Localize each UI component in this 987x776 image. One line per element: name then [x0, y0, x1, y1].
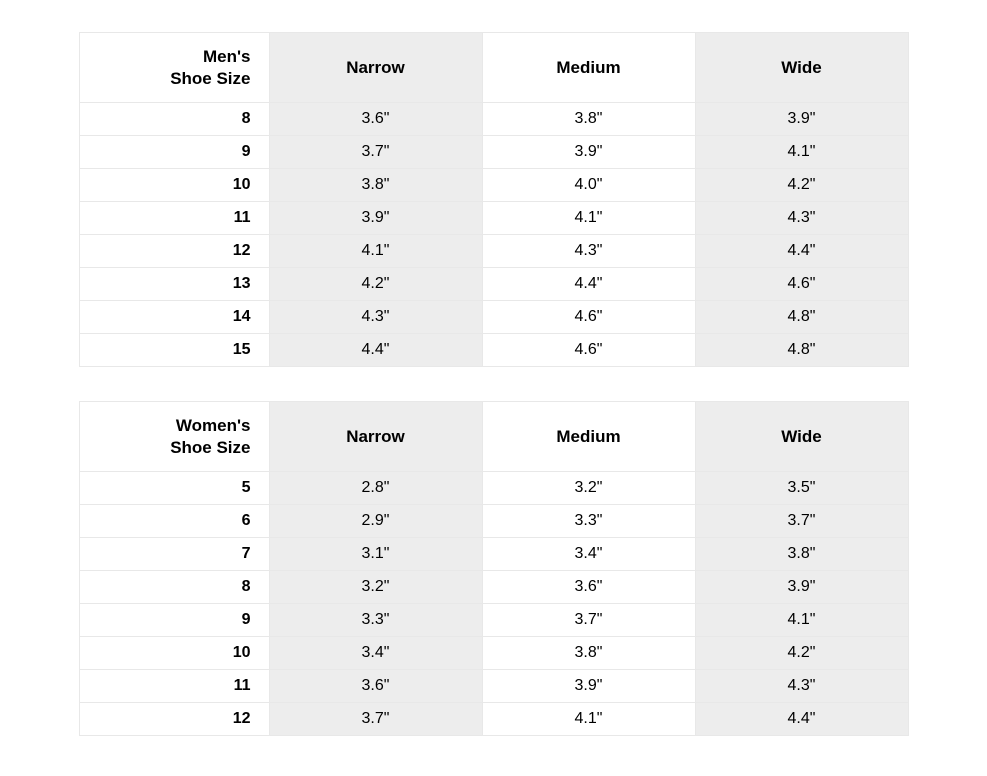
cell-narrow: 3.7" [269, 703, 482, 736]
table-row: 103.4"3.8"4.2" [79, 637, 908, 670]
table-row: 123.7"4.1"4.4" [79, 703, 908, 736]
table-row: 103.8"4.0"4.2" [79, 169, 908, 202]
cell-size: 6 [79, 505, 269, 538]
header-medium: Medium [482, 402, 695, 472]
cell-medium: 4.3" [482, 235, 695, 268]
cell-medium: 3.7" [482, 604, 695, 637]
header-wide: Wide [695, 402, 908, 472]
cell-size: 12 [79, 703, 269, 736]
cell-narrow: 3.8" [269, 169, 482, 202]
cell-medium: 3.8" [482, 637, 695, 670]
table-header-row: Women's Shoe Size Narrow Medium Wide [79, 402, 908, 472]
mens-table-body: 83.6"3.8"3.9" 93.7"3.9"4.1" 103.8"4.0"4.… [79, 103, 908, 367]
cell-wide: 4.8" [695, 301, 908, 334]
cell-narrow: 4.1" [269, 235, 482, 268]
cell-narrow: 2.9" [269, 505, 482, 538]
cell-size: 8 [79, 571, 269, 604]
cell-wide: 4.2" [695, 169, 908, 202]
cell-wide: 4.1" [695, 604, 908, 637]
cell-narrow: 3.6" [269, 103, 482, 136]
cell-medium: 4.1" [482, 703, 695, 736]
cell-medium: 4.6" [482, 334, 695, 367]
cell-narrow: 3.1" [269, 538, 482, 571]
table-row: 154.4"4.6"4.8" [79, 334, 908, 367]
cell-size: 14 [79, 301, 269, 334]
table-header-row: Men's Shoe Size Narrow Medium Wide [79, 33, 908, 103]
cell-size: 10 [79, 637, 269, 670]
header-narrow: Narrow [269, 33, 482, 103]
cell-medium: 4.1" [482, 202, 695, 235]
cell-wide: 4.6" [695, 268, 908, 301]
table-row: 113.6"3.9"4.3" [79, 670, 908, 703]
cell-size: 9 [79, 136, 269, 169]
cell-medium: 3.4" [482, 538, 695, 571]
cell-wide: 3.5" [695, 472, 908, 505]
table-row: 113.9"4.1"4.3" [79, 202, 908, 235]
cell-narrow: 3.9" [269, 202, 482, 235]
header-size: Men's Shoe Size [79, 33, 269, 103]
cell-size: 12 [79, 235, 269, 268]
cell-narrow: 3.6" [269, 670, 482, 703]
cell-size: 11 [79, 670, 269, 703]
table-row: 93.3"3.7"4.1" [79, 604, 908, 637]
cell-size: 15 [79, 334, 269, 367]
cell-narrow: 3.2" [269, 571, 482, 604]
cell-wide: 4.4" [695, 703, 908, 736]
cell-medium: 3.2" [482, 472, 695, 505]
header-size: Women's Shoe Size [79, 402, 269, 472]
header-wide: Wide [695, 33, 908, 103]
mens-shoe-width-table: Men's Shoe Size Narrow Medium Wide 83.6"… [79, 32, 909, 367]
table-row: 52.8"3.2"3.5" [79, 472, 908, 505]
cell-wide: 4.1" [695, 136, 908, 169]
table-row: 134.2"4.4"4.6" [79, 268, 908, 301]
cell-wide: 4.2" [695, 637, 908, 670]
cell-medium: 3.8" [482, 103, 695, 136]
cell-medium: 3.9" [482, 670, 695, 703]
cell-size: 13 [79, 268, 269, 301]
cell-wide: 4.4" [695, 235, 908, 268]
header-size-line2: Shoe Size [80, 68, 251, 89]
cell-medium: 3.9" [482, 136, 695, 169]
cell-medium: 3.3" [482, 505, 695, 538]
header-size-line1: Men's [80, 46, 251, 67]
cell-medium: 3.6" [482, 571, 695, 604]
table-row: 144.3"4.6"4.8" [79, 301, 908, 334]
cell-wide: 4.8" [695, 334, 908, 367]
cell-size: 9 [79, 604, 269, 637]
cell-medium: 4.4" [482, 268, 695, 301]
cell-medium: 4.6" [482, 301, 695, 334]
cell-narrow: 3.3" [269, 604, 482, 637]
header-narrow: Narrow [269, 402, 482, 472]
cell-wide: 3.9" [695, 571, 908, 604]
cell-size: 11 [79, 202, 269, 235]
cell-narrow: 4.4" [269, 334, 482, 367]
header-size-line2: Shoe Size [80, 437, 251, 458]
header-size-line1: Women's [80, 415, 251, 436]
cell-narrow: 4.2" [269, 268, 482, 301]
cell-narrow: 2.8" [269, 472, 482, 505]
table-gap [79, 367, 909, 401]
cell-wide: 4.3" [695, 202, 908, 235]
cell-wide: 3.9" [695, 103, 908, 136]
table-row: 73.1"3.4"3.8" [79, 538, 908, 571]
cell-wide: 4.3" [695, 670, 908, 703]
table-row: 93.7"3.9"4.1" [79, 136, 908, 169]
cell-size: 8 [79, 103, 269, 136]
table-row: 62.9"3.3"3.7" [79, 505, 908, 538]
cell-medium: 4.0" [482, 169, 695, 202]
cell-wide: 3.7" [695, 505, 908, 538]
womens-table-body: 52.8"3.2"3.5" 62.9"3.3"3.7" 73.1"3.4"3.8… [79, 472, 908, 736]
table-row: 124.1"4.3"4.4" [79, 235, 908, 268]
cell-size: 10 [79, 169, 269, 202]
cell-narrow: 4.3" [269, 301, 482, 334]
cell-size: 7 [79, 538, 269, 571]
womens-shoe-width-table: Women's Shoe Size Narrow Medium Wide 52.… [79, 401, 909, 736]
table-row: 83.6"3.8"3.9" [79, 103, 908, 136]
header-medium: Medium [482, 33, 695, 103]
cell-narrow: 3.7" [269, 136, 482, 169]
cell-narrow: 3.4" [269, 637, 482, 670]
table-row: 83.2"3.6"3.9" [79, 571, 908, 604]
cell-wide: 3.8" [695, 538, 908, 571]
cell-size: 5 [79, 472, 269, 505]
